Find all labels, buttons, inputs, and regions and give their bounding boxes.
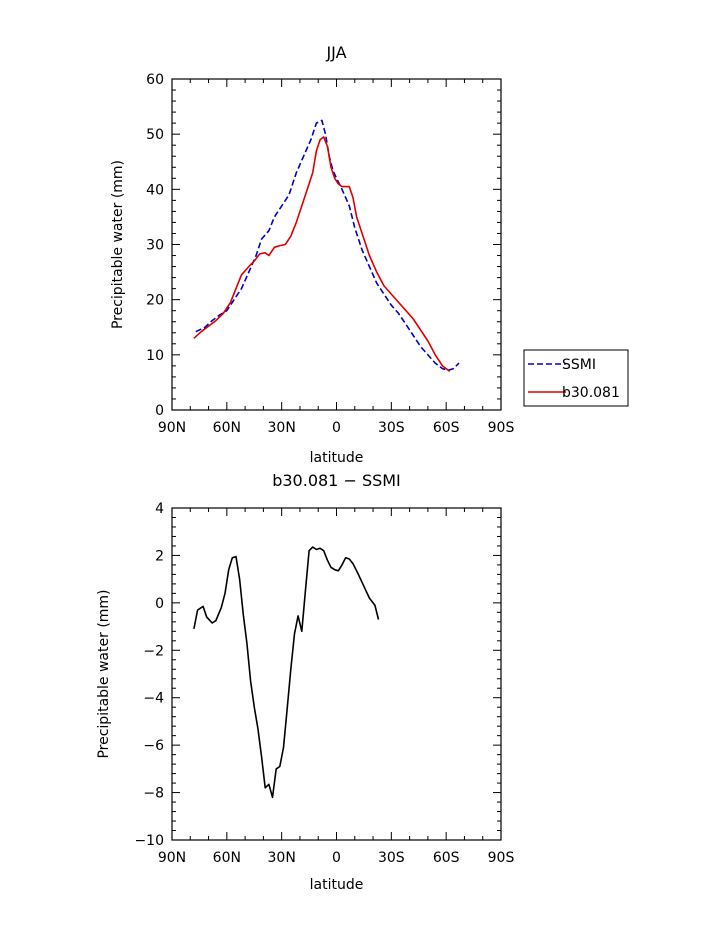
- x-tick-label: 60N: [213, 850, 241, 866]
- top-chart-panel: 90N 60N 30N 0 30S 60S 90S 0 10 20 30 40 50 60 JJA latit…: [110, 43, 514, 466]
- y-tick-label: −2: [143, 643, 164, 659]
- y-tick-label: 0: [155, 403, 164, 419]
- x-tick-label: 30S: [378, 420, 405, 436]
- y-tick-label: 10: [146, 348, 164, 364]
- y-tick-label: 40: [146, 182, 164, 198]
- x-tick-label: 30N: [268, 420, 296, 436]
- legend-label: SSMI: [562, 357, 596, 373]
- y-axis-label: Precipitable water (mm): [96, 589, 112, 758]
- x-tick-label: 90N: [158, 420, 186, 436]
- y-tick-label: −6: [143, 738, 164, 754]
- y-tick-label: −10: [134, 833, 164, 849]
- x-tick-label: 30S: [378, 850, 405, 866]
- series-line-difference: [193, 546, 380, 799]
- series-line-ssmi: [195, 119, 460, 372]
- y-tick-label: 0: [155, 596, 164, 612]
- legend-box: [523, 349, 629, 407]
- x-axis-label: latitude: [310, 877, 364, 893]
- bottom-chart-panel: 90N 60N 30N 0 30S 60S 90S −10 −8 −6 −4 −2 0 2 4 b30.081…: [96, 471, 514, 893]
- chart-title: JJA: [325, 43, 346, 62]
- x-tick-label: 90S: [488, 850, 515, 866]
- x-tick-label: 0: [332, 850, 341, 866]
- y-tick-label: −8: [143, 786, 164, 802]
- y-tick-label: 30: [146, 238, 164, 254]
- y-tick-label: 60: [146, 72, 164, 88]
- plot-frame: [171, 507, 502, 841]
- plot-frame: [171, 78, 502, 411]
- x-tick-label: 30N: [268, 850, 296, 866]
- y-tick-label: 2: [155, 548, 164, 564]
- x-tick-label: 90N: [158, 850, 186, 866]
- y-tick-label: −4: [143, 691, 164, 707]
- y-axis-label: Precipitable water (mm): [110, 160, 126, 329]
- legend-label: b30.081: [562, 385, 620, 401]
- x-tick-label: 0: [332, 420, 341, 436]
- series-line-b30-081: [193, 136, 451, 373]
- y-tick-label: 50: [146, 127, 164, 143]
- y-tick-label: 20: [146, 293, 164, 309]
- x-axis-label: latitude: [310, 450, 364, 466]
- x-tick-label: 60S: [433, 850, 460, 866]
- chart-title: b30.081 − SSMI: [272, 471, 401, 490]
- legend: SSMI b30.081: [523, 349, 629, 407]
- y-tick-label: 4: [155, 501, 164, 517]
- x-tick-label: 60N: [213, 420, 241, 436]
- x-tick-label: 60S: [433, 420, 460, 436]
- x-tick-label: 90S: [488, 420, 515, 436]
